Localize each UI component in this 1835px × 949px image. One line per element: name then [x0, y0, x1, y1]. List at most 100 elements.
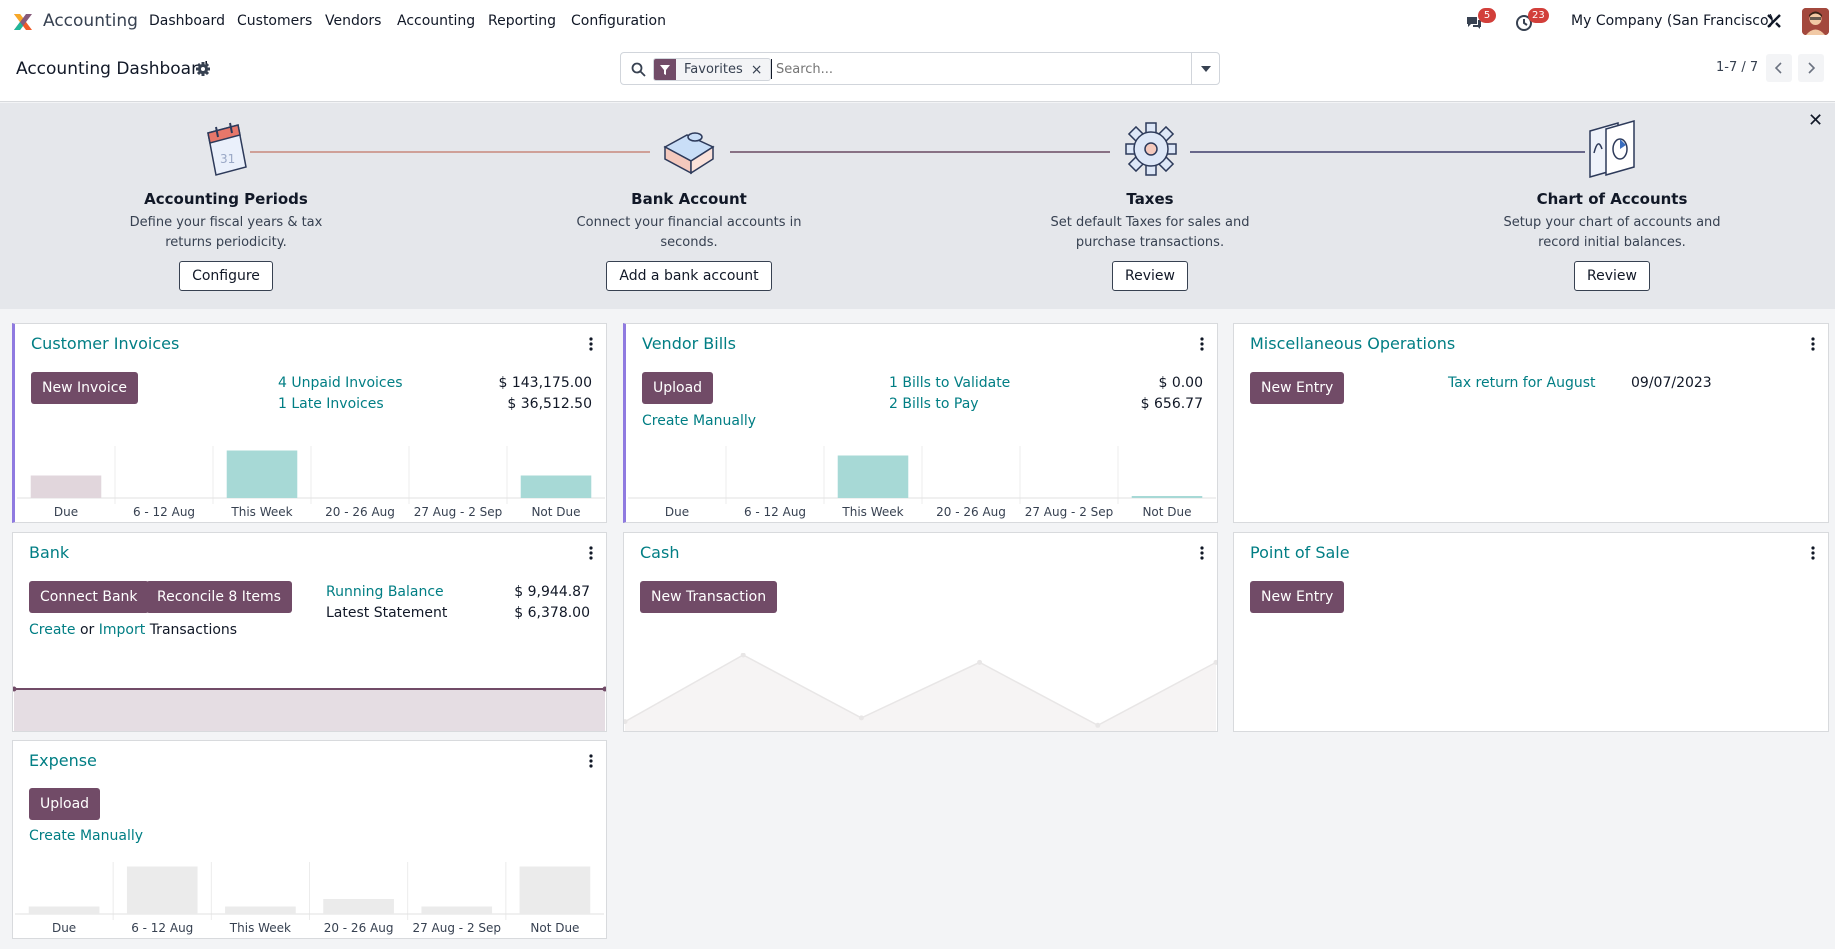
step-chart-of-accounts: Chart of Accounts Setup your chart of ac…: [1472, 117, 1752, 291]
expense-chart[interactable]: Due 6 - 12 Aug This Week 20 - 26 Aug 27 Aug …: [13, 862, 606, 938]
cash-chart[interactable]: [624, 653, 1217, 731]
customer-invoices-chart[interactable]: Due 6 - 12 Aug This Week 20 - 26 Aug 27 Aug …: [15, 446, 607, 522]
upload-bill-button[interactable]: Upload: [642, 372, 714, 404]
kebab-menu-icon[interactable]: [1810, 336, 1816, 352]
pager-next-button[interactable]: [1798, 54, 1824, 82]
page-title: Accounting Dashboard: [16, 59, 209, 79]
chart-bar[interactable]: [225, 906, 296, 915]
chart-point[interactable]: [602, 686, 607, 692]
card-title[interactable]: Vendor Bills: [642, 334, 736, 353]
taxes-review-button[interactable]: Review: [1112, 261, 1188, 291]
favorites-facet[interactable]: Favorites ×: [653, 58, 772, 81]
create-link[interactable]: Create: [29, 622, 76, 638]
new-entry-button[interactable]: New Entry: [1250, 372, 1345, 404]
chart-tick-label: Not Due: [530, 921, 579, 935]
search-input[interactable]: [771, 59, 1151, 79]
step-title: Accounting Periods: [144, 190, 308, 208]
kebab-menu-icon[interactable]: [588, 336, 594, 352]
chart-bar[interactable]: [126, 866, 198, 915]
debug-tools-icon[interactable]: [1766, 13, 1782, 29]
chart-bar[interactable]: [28, 906, 100, 915]
bank-balance-chart[interactable]: [13, 683, 606, 731]
chart-bar[interactable]: [30, 475, 102, 499]
onboarding-close-icon[interactable]: ✕: [1808, 110, 1824, 131]
kebab-menu-icon[interactable]: [588, 545, 594, 561]
search-box: Favorites ×: [620, 52, 1220, 85]
messages-badge: 5: [1478, 8, 1496, 23]
customer-invoices-card: Customer Invoices New Invoice 4 Unpaid I…: [12, 323, 607, 523]
menu-accounting[interactable]: Accounting: [397, 13, 476, 29]
add-bank-account-button[interactable]: Add a bank account: [606, 261, 772, 291]
running-balance-link[interactable]: Running Balance: [326, 584, 444, 600]
chart-point[interactable]: [624, 719, 628, 725]
chart-bar[interactable]: [226, 450, 298, 499]
user-avatar[interactable]: [1802, 8, 1829, 35]
upload-expense-button[interactable]: Upload: [29, 788, 101, 820]
create-manually-link[interactable]: Create Manually: [642, 413, 757, 429]
or-text: or: [79, 622, 95, 638]
reconcile-items-button[interactable]: Reconcile 8 Items: [146, 581, 292, 613]
menu-configuration[interactable]: Configuration: [571, 13, 666, 29]
create-manually-link[interactable]: Create Manually: [29, 828, 144, 844]
chart-bar[interactable]: [323, 899, 394, 914]
chart-point[interactable]: [977, 659, 983, 665]
card-title[interactable]: Customer Invoices: [31, 334, 180, 353]
bills-to-validate-link[interactable]: 1 Bills to Validate: [889, 375, 1011, 391]
top-navbar: Accounting Dashboard Customers Vendors A…: [0, 0, 1835, 44]
kebab-menu-icon[interactable]: [588, 753, 594, 769]
chart-point[interactable]: [13, 686, 17, 692]
kebab-menu-icon[interactable]: [1199, 336, 1205, 352]
point-of-sale-card: Point of Sale New Entry: [1233, 532, 1829, 732]
chart-tick-label: 27 Aug - 2 Sep: [414, 505, 503, 519]
vendor-bills-chart[interactable]: Due 6 - 12 Aug This Week 20 - 26 Aug 27 Aug …: [626, 446, 1218, 522]
card-title[interactable]: Miscellaneous Operations: [1250, 334, 1456, 353]
late-invoices-link[interactable]: 1 Late Invoices: [278, 396, 384, 412]
chart-point[interactable]: [740, 653, 746, 658]
app-logo-icon[interactable]: [12, 11, 34, 33]
card-title[interactable]: Bank: [29, 543, 70, 562]
chart-point[interactable]: [1213, 659, 1218, 665]
pager-value[interactable]: 1-7 / 7: [1716, 60, 1759, 75]
chart-of-accounts-review-button[interactable]: Review: [1574, 261, 1650, 291]
chart-bar[interactable]: [519, 866, 591, 915]
bills-to-pay-link[interactable]: 2 Bills to Pay: [889, 396, 979, 412]
tax-return-link[interactable]: Tax return for August: [1448, 375, 1596, 391]
menu-vendors[interactable]: Vendors: [325, 13, 382, 29]
chart-bar[interactable]: [421, 906, 493, 915]
import-link[interactable]: Import: [98, 622, 146, 638]
card-title[interactable]: Cash: [640, 543, 680, 562]
kebab-menu-icon[interactable]: [1199, 545, 1205, 561]
menu-dashboard[interactable]: Dashboard: [149, 13, 225, 29]
menu-customers[interactable]: Customers: [237, 13, 313, 29]
company-switcher[interactable]: My Company (San Francisco): [1571, 13, 1774, 29]
search-options-toggle[interactable]: [1191, 53, 1219, 84]
kebab-menu-icon[interactable]: [1810, 545, 1816, 561]
card-title[interactable]: Point of Sale: [1250, 543, 1350, 562]
app-name[interactable]: Accounting: [43, 11, 138, 31]
facet-remove-icon[interactable]: ×: [750, 61, 763, 78]
pager-previous-button[interactable]: [1766, 54, 1792, 82]
chart-point[interactable]: [858, 715, 864, 721]
connect-bank-button[interactable]: Connect Bank: [29, 581, 149, 613]
chart-bar[interactable]: [837, 455, 909, 499]
unpaid-invoices-amount: $ 143,175.00: [498, 375, 592, 391]
search-icon[interactable]: [631, 62, 646, 77]
pos-new-entry-button[interactable]: New Entry: [1250, 581, 1345, 613]
chart-area: [14, 689, 605, 731]
chart-bar[interactable]: [1131, 496, 1203, 498]
late-invoices-amount: $ 36,512.50: [507, 396, 592, 412]
activities-button[interactable]: 23: [1515, 8, 1549, 32]
messages-button[interactable]: 5: [1465, 8, 1496, 32]
unpaid-invoices-link[interactable]: 4 Unpaid Invoices: [278, 375, 403, 391]
gear-icon[interactable]: [195, 61, 211, 77]
chart-bar[interactable]: [520, 475, 592, 499]
new-transaction-button[interactable]: New Transaction: [640, 581, 778, 613]
chart-tick-label: 27 Aug - 2 Sep: [1025, 505, 1114, 519]
menu-reporting[interactable]: Reporting: [488, 13, 557, 29]
calendar-icon: 31: [207, 122, 247, 176]
vendor-bills-card: Vendor Bills Upload Create Manually 1 Bi…: [623, 323, 1218, 523]
card-title[interactable]: Expense: [29, 751, 97, 770]
configure-button[interactable]: Configure: [179, 261, 273, 291]
chart-point[interactable]: [1095, 722, 1101, 728]
new-invoice-button[interactable]: New Invoice: [31, 372, 139, 404]
